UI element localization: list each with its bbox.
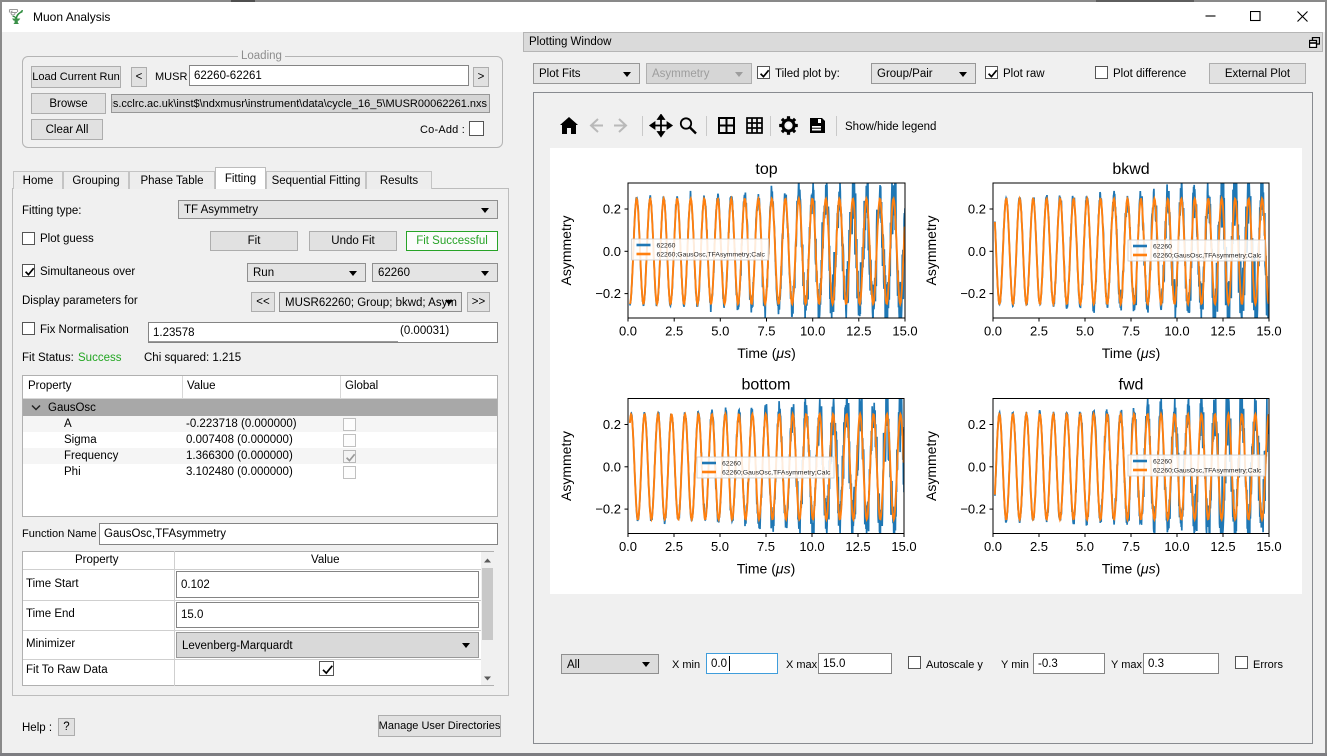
- svg-text:10.0: 10.0: [799, 539, 824, 554]
- svg-text:0.2: 0.2: [968, 417, 986, 432]
- svg-text:Time (μs): Time (μs): [1102, 345, 1161, 361]
- svg-text:2.5: 2.5: [665, 324, 683, 339]
- svg-text:Time (μs): Time (μs): [1102, 561, 1161, 577]
- svg-text:2.5: 2.5: [1030, 539, 1048, 554]
- svg-text:12.5: 12.5: [1210, 324, 1235, 339]
- svg-text:7.5: 7.5: [757, 539, 775, 554]
- svg-text:15.0: 15.0: [1256, 324, 1281, 339]
- svg-text:5.0: 5.0: [1076, 324, 1094, 339]
- svg-text:0.0: 0.0: [968, 244, 986, 259]
- svg-text:Asymmetry: Asymmetry: [923, 431, 939, 501]
- svg-text:62260;GausOsc,TFAsymmetry;Calc: 62260;GausOsc,TFAsymmetry;Calc: [657, 252, 766, 259]
- svg-text:10.0: 10.0: [800, 324, 825, 339]
- svg-text:0.0: 0.0: [968, 459, 986, 474]
- svg-text:12.5: 12.5: [1210, 539, 1235, 554]
- svg-text:2.5: 2.5: [665, 539, 683, 554]
- svg-text:−0.2: −0.2: [960, 502, 986, 517]
- svg-text:0.0: 0.0: [619, 539, 637, 554]
- svg-text:0.0: 0.0: [984, 539, 1002, 554]
- svg-text:62260: 62260: [657, 243, 676, 250]
- svg-text:10.0: 10.0: [1164, 324, 1189, 339]
- svg-text:0.0: 0.0: [603, 459, 621, 474]
- svg-text:2.5: 2.5: [1030, 324, 1048, 339]
- svg-text:Asymmetry: Asymmetry: [558, 216, 574, 286]
- svg-text:5.0: 5.0: [711, 324, 729, 339]
- svg-text:0.2: 0.2: [603, 202, 621, 217]
- svg-text:15.0: 15.0: [1256, 539, 1281, 554]
- svg-text:0.2: 0.2: [968, 202, 986, 217]
- svg-text:Time (μs): Time (μs): [737, 561, 796, 577]
- svg-text:62260;GausOsc,TFAsymmetry;Calc: 62260;GausOsc,TFAsymmetry;Calc: [722, 470, 831, 477]
- svg-text:Asymmetry: Asymmetry: [558, 431, 574, 501]
- svg-text:15.0: 15.0: [891, 539, 916, 554]
- svg-text:top: top: [755, 161, 777, 178]
- svg-text:7.5: 7.5: [1122, 324, 1140, 339]
- svg-text:0.2: 0.2: [603, 417, 621, 432]
- svg-text:−0.2: −0.2: [595, 286, 621, 301]
- svg-text:7.5: 7.5: [757, 324, 775, 339]
- svg-text:−0.2: −0.2: [595, 502, 621, 517]
- svg-text:fwd: fwd: [1119, 377, 1144, 394]
- svg-text:0.0: 0.0: [619, 324, 637, 339]
- svg-text:62260: 62260: [1153, 244, 1172, 251]
- svg-text:−0.2: −0.2: [960, 286, 986, 301]
- svg-text:12.5: 12.5: [845, 539, 870, 554]
- svg-text:15.0: 15.0: [892, 324, 917, 339]
- svg-text:62260: 62260: [1153, 459, 1172, 466]
- svg-text:bkwd: bkwd: [1112, 161, 1149, 178]
- svg-text:10.0: 10.0: [1164, 539, 1189, 554]
- svg-text:bottom: bottom: [742, 377, 791, 394]
- svg-text:Time (μs): Time (μs): [737, 345, 796, 361]
- svg-text:Asymmetry: Asymmetry: [923, 216, 939, 286]
- svg-text:5.0: 5.0: [711, 539, 729, 554]
- svg-text:5.0: 5.0: [1076, 539, 1094, 554]
- svg-text:12.5: 12.5: [846, 324, 871, 339]
- svg-text:62260: 62260: [722, 461, 741, 468]
- svg-text:0.0: 0.0: [984, 324, 1002, 339]
- svg-text:62260;GausOsc,TFAsymmetry;Calc: 62260;GausOsc,TFAsymmetry;Calc: [1153, 253, 1262, 260]
- svg-text:7.5: 7.5: [1122, 539, 1140, 554]
- svg-text:0.0: 0.0: [603, 244, 621, 259]
- svg-text:62260;GausOsc,TFAsymmetry;Calc: 62260;GausOsc,TFAsymmetry;Calc: [1153, 468, 1262, 475]
